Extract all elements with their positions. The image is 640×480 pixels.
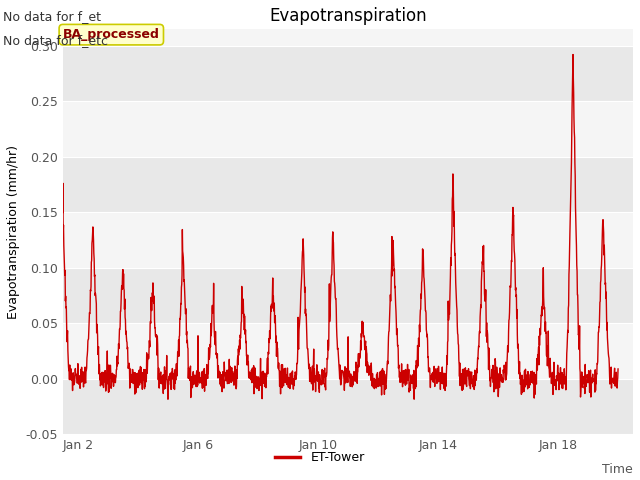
- Bar: [63, 323, 633, 379]
- Bar: [63, 101, 633, 157]
- Bar: [63, 212, 633, 268]
- Text: No data for f_et: No data for f_et: [3, 10, 101, 23]
- Bar: [63, 157, 633, 212]
- Y-axis label: Evapotranspiration (mm/hr): Evapotranspiration (mm/hr): [7, 145, 20, 319]
- Bar: [63, 268, 633, 323]
- Title: Evapotranspiration: Evapotranspiration: [269, 7, 427, 25]
- Text: No data for f_etc: No data for f_etc: [3, 34, 108, 47]
- Bar: [63, 0, 633, 46]
- Bar: [63, 379, 633, 434]
- Text: BA_processed: BA_processed: [63, 28, 160, 41]
- Text: Time: Time: [602, 463, 633, 476]
- Legend: ET-Tower: ET-Tower: [270, 446, 370, 469]
- Bar: [63, 46, 633, 101]
